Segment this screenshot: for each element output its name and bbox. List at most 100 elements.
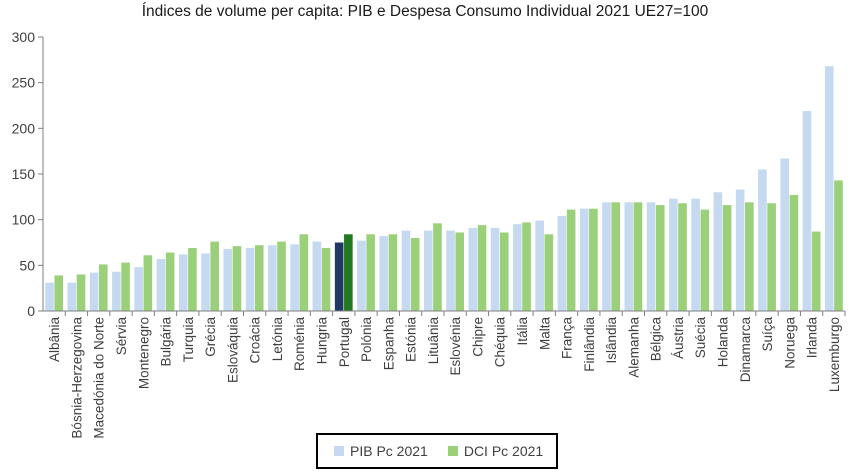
bar-pib-35	[824, 66, 834, 311]
x-tick-label: Suíça	[760, 317, 775, 352]
bar-pib-1	[67, 282, 77, 311]
x-tick-label: Finlândia	[582, 317, 597, 372]
bar-dci-9	[254, 245, 264, 311]
x-tick-label: Polónia	[359, 317, 374, 363]
x-tick-label: Itália	[515, 317, 530, 346]
bar-dci-1	[76, 274, 86, 311]
bar-dci-14	[366, 234, 375, 311]
bar-pib-18	[446, 230, 455, 311]
bar-pib-30	[713, 192, 723, 311]
y-tick-label: 150	[12, 166, 36, 182]
bar-dci-33	[789, 195, 799, 311]
bar-dci-28	[678, 203, 687, 311]
y-tick-label: 250	[12, 75, 36, 91]
y-tick-label: 50	[19, 257, 35, 273]
bar-dci-6	[188, 247, 197, 311]
x-tick-label: Bélgica	[649, 317, 664, 362]
x-tick-label: Roménia	[292, 317, 307, 372]
x-tick-label: Turquia	[181, 317, 196, 363]
bar-dci-30	[722, 205, 732, 311]
bar-dci-29	[700, 209, 710, 311]
legend-item-dci: DCI Pc 2021	[447, 443, 543, 459]
bar-pib-6	[178, 254, 188, 311]
bar-dci-21	[522, 222, 531, 311]
x-tick-label: Islândia	[604, 317, 619, 364]
bar-pib-21	[513, 224, 522, 311]
bar-dci-23	[566, 209, 576, 311]
bar-dci-34	[811, 231, 821, 311]
bar-dci-22	[544, 234, 554, 311]
bar-dci-18	[455, 232, 465, 311]
bar-pib-20	[490, 227, 500, 311]
y-tick-label: 100	[12, 212, 36, 228]
x-tick-label: Espanha	[381, 317, 396, 371]
bar-pib-5	[156, 258, 166, 311]
x-axis: Albânia Bósnia-Herzegovina Macedónia do No…	[43, 310, 846, 439]
bar-dci-2	[98, 264, 108, 311]
bar-pib-22	[535, 220, 544, 311]
bar-dci-17	[433, 223, 442, 311]
y-axis: 0 50 100 150 200 250 300	[12, 29, 44, 319]
bar-pib-7	[201, 253, 210, 311]
bar-dci-26	[633, 202, 643, 311]
bar-dci-25	[611, 202, 620, 311]
x-tick-label: Hungria	[314, 317, 329, 365]
bar-pib-33	[780, 158, 790, 311]
x-tick-label: Holanda	[715, 317, 730, 368]
x-tick-label: Bulgária	[159, 317, 174, 367]
bar-dci-8	[232, 246, 242, 311]
bar-pib-17	[423, 230, 433, 311]
x-tick-label: Eslovénia	[448, 317, 463, 376]
bar-pib-23	[557, 216, 567, 311]
x-tick-label: Noruega	[782, 317, 797, 369]
x-tick-label: Lituânia	[426, 317, 441, 365]
bar-dci-16	[410, 237, 420, 311]
bar-pib-3	[112, 271, 121, 311]
x-tick-label: Letónia	[270, 317, 285, 362]
y-tick-label: 0	[27, 303, 35, 319]
legend-swatch-dci	[447, 446, 458, 456]
bar-pib-31	[735, 189, 745, 311]
bar-dci-12	[321, 247, 331, 311]
chart-title: Índices de volume per capita: PIB e Desp…	[141, 3, 709, 20]
legend-label-pib: PIB Pc 2021	[350, 443, 428, 459]
bar-dci-32	[767, 203, 776, 311]
x-tick-label: Luxemburgo	[827, 317, 842, 392]
bar-pib-11	[290, 244, 299, 311]
bars	[45, 66, 843, 311]
bar-dci-3	[121, 262, 130, 311]
bar-pib-12	[312, 241, 322, 311]
bar-dci-13	[344, 234, 353, 311]
y-tick-label: 200	[12, 120, 36, 136]
bar-pib-9	[245, 247, 255, 311]
bar-dci-24	[589, 208, 598, 311]
x-tick-label: França	[560, 317, 575, 360]
bar-pib-28	[669, 198, 678, 311]
bar-pib-13	[334, 242, 344, 311]
bar-pib-0	[45, 282, 54, 311]
bar-dci-20	[499, 232, 509, 311]
bar-pib-27	[646, 202, 656, 311]
bar-pib-10	[268, 245, 277, 311]
x-tick-label: Bósnia-Herzegovina	[69, 317, 84, 439]
x-tick-label: Chipre	[470, 317, 485, 357]
x-tick-label: Alemanha	[626, 317, 641, 378]
bar-dci-7	[210, 241, 219, 311]
bar-pib-29	[691, 198, 700, 311]
x-tick-label: Portugal	[337, 317, 352, 367]
x-tick-label: Eslováquia	[225, 317, 240, 384]
x-tick-label: Irlanda	[805, 317, 820, 359]
bar-dci-0	[54, 275, 64, 311]
x-tick-label: Albânia	[47, 317, 62, 363]
y-tick-label: 300	[12, 29, 36, 45]
x-tick-label: Chéquia	[493, 317, 508, 368]
bar-dci-15	[388, 234, 398, 311]
x-tick-label: Áustria	[671, 317, 686, 360]
bar-pib-32	[758, 169, 767, 311]
x-tick-label: Croácia	[248, 317, 263, 364]
bar-pib-14	[357, 240, 366, 311]
bar-dci-31	[745, 202, 754, 311]
legend-swatch-pib	[334, 446, 344, 456]
bar-pib-26	[624, 202, 634, 311]
